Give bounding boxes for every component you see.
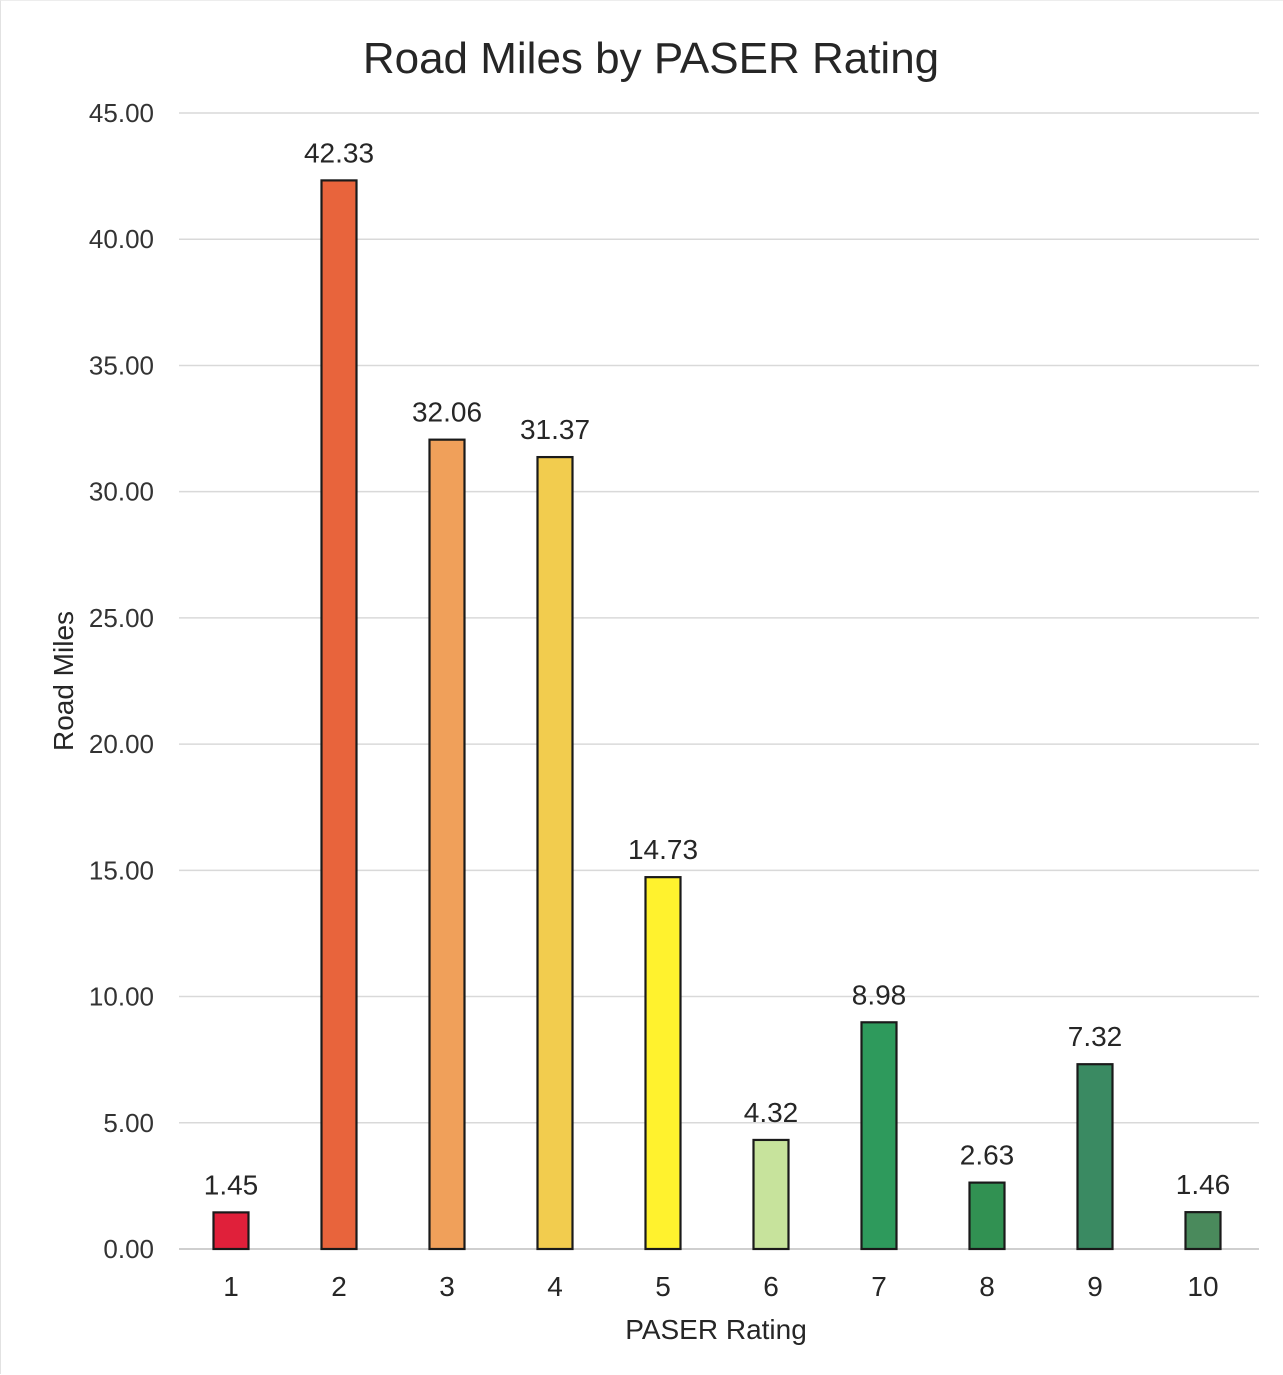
bar-rating-5 — [644, 876, 682, 1251]
x-tick-label: 4 — [547, 1271, 563, 1302]
x-axis-title: PASER Rating — [625, 1314, 807, 1345]
data-label: 1.45 — [204, 1169, 259, 1200]
bar-rating-9 — [1076, 1063, 1114, 1251]
y-tick-label: 15.00 — [89, 855, 154, 885]
bar-rating-3 — [428, 438, 466, 1251]
bar-rating-7 — [860, 1021, 898, 1251]
x-axis-ticks: 1 2 3 4 5 6 7 8 9 10 — [223, 1271, 1218, 1302]
bar-rating-6 — [752, 1138, 790, 1251]
bar-rating-10 — [1184, 1211, 1222, 1251]
data-label: 2.63 — [960, 1140, 1015, 1171]
data-label: 7.32 — [1068, 1021, 1123, 1052]
data-label: 31.37 — [520, 414, 590, 445]
y-tick-label: 20.00 — [89, 729, 154, 759]
data-label: 1.46 — [1176, 1169, 1231, 1200]
y-tick-label: 30.00 — [89, 477, 154, 507]
bar-rating-2 — [320, 179, 358, 1251]
x-tick-label: 5 — [655, 1271, 671, 1302]
data-label: 14.73 — [628, 834, 698, 865]
data-label: 4.32 — [744, 1097, 799, 1128]
y-tick-label: 35.00 — [89, 350, 154, 380]
x-tick-label: 3 — [439, 1271, 455, 1302]
x-tick-label: 10 — [1187, 1271, 1218, 1302]
x-tick-label: 8 — [979, 1271, 995, 1302]
data-labels: 1.45 42.33 32.06 31.37 14.73 4.32 8.98 2.63 7.32… — [204, 137, 1231, 1200]
x-tick-label: 7 — [871, 1271, 887, 1302]
bar-rating-1 — [212, 1211, 250, 1251]
bars — [212, 179, 1222, 1251]
bar-rating-8 — [968, 1181, 1006, 1251]
data-label: 32.06 — [412, 397, 482, 428]
x-tick-label: 6 — [763, 1271, 779, 1302]
y-tick-label: 40.00 — [89, 224, 154, 254]
x-tick-label: 1 — [223, 1271, 239, 1302]
chart-title: Road Miles by PASER Rating — [363, 34, 939, 83]
y-tick-label: 0.00 — [103, 1234, 154, 1264]
y-tick-label: 25.00 — [89, 603, 154, 633]
y-tick-label: 5.00 — [103, 1108, 154, 1138]
y-axis-title: Road Miles — [48, 611, 79, 751]
x-tick-label: 2 — [331, 1271, 347, 1302]
y-tick-label: 45.00 — [89, 98, 154, 128]
data-label: 42.33 — [304, 137, 374, 168]
data-label: 8.98 — [852, 979, 907, 1010]
x-tick-label: 9 — [1087, 1271, 1103, 1302]
y-axis-ticks: 0.00 5.00 10.00 15.00 20.00 25.00 30.00 35.00 40… — [89, 98, 154, 1264]
bar-rating-4 — [536, 455, 574, 1251]
gridlines — [179, 112, 1259, 1250]
y-tick-label: 10.00 — [89, 982, 154, 1012]
